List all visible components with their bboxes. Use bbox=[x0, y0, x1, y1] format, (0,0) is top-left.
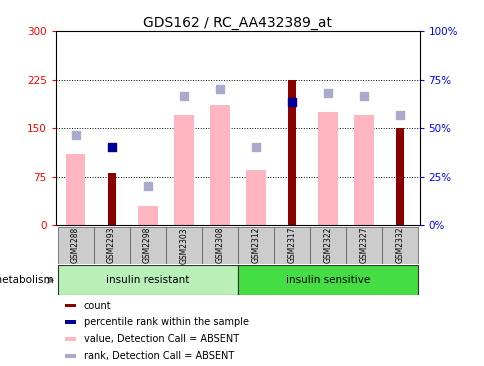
Bar bbox=[345, 227, 381, 264]
Bar bbox=[65, 154, 85, 225]
Text: GSM2322: GSM2322 bbox=[322, 227, 332, 264]
Point bbox=[72, 132, 79, 138]
Bar bbox=[93, 227, 129, 264]
Point bbox=[323, 90, 331, 96]
Bar bbox=[209, 105, 229, 225]
Point bbox=[287, 99, 295, 105]
Point bbox=[251, 145, 259, 150]
Text: GSM2298: GSM2298 bbox=[143, 227, 152, 264]
Point bbox=[143, 183, 151, 189]
Text: GSM2332: GSM2332 bbox=[394, 227, 403, 264]
Bar bbox=[65, 354, 76, 358]
Bar bbox=[107, 173, 115, 225]
Text: count: count bbox=[84, 300, 111, 311]
Bar bbox=[65, 337, 76, 341]
Bar bbox=[245, 170, 265, 225]
Point bbox=[107, 145, 115, 150]
Title: GDS162 / RC_AA432389_at: GDS162 / RC_AA432389_at bbox=[143, 16, 332, 30]
Bar bbox=[381, 227, 417, 264]
Text: GSM2288: GSM2288 bbox=[71, 227, 80, 264]
Bar bbox=[58, 227, 93, 264]
Text: rank, Detection Call = ABSENT: rank, Detection Call = ABSENT bbox=[84, 351, 233, 361]
Bar bbox=[273, 227, 309, 264]
Text: percentile rank within the sample: percentile rank within the sample bbox=[84, 317, 248, 327]
Bar bbox=[201, 227, 237, 264]
Text: insulin sensitive: insulin sensitive bbox=[285, 275, 369, 285]
Text: GSM2312: GSM2312 bbox=[251, 227, 259, 264]
Bar bbox=[65, 321, 76, 324]
Point bbox=[180, 93, 187, 99]
Text: value, Detection Call = ABSENT: value, Detection Call = ABSENT bbox=[84, 334, 239, 344]
Point bbox=[395, 112, 403, 118]
Bar bbox=[129, 227, 165, 264]
Bar bbox=[237, 265, 417, 295]
Bar bbox=[309, 227, 345, 264]
Text: GSM2327: GSM2327 bbox=[359, 227, 367, 264]
Bar bbox=[287, 80, 295, 225]
Bar bbox=[237, 227, 273, 264]
Bar bbox=[137, 206, 157, 225]
Bar bbox=[58, 265, 237, 295]
Bar bbox=[65, 304, 76, 307]
Text: GSM2308: GSM2308 bbox=[215, 227, 224, 264]
Text: metabolism: metabolism bbox=[0, 275, 53, 285]
Text: GSM2303: GSM2303 bbox=[179, 227, 188, 264]
Text: insulin resistant: insulin resistant bbox=[106, 275, 189, 285]
Point bbox=[359, 93, 367, 99]
Bar bbox=[165, 227, 201, 264]
Bar bbox=[173, 115, 193, 225]
Bar bbox=[353, 115, 373, 225]
Bar bbox=[395, 128, 403, 225]
Bar bbox=[317, 112, 337, 225]
Text: GSM2293: GSM2293 bbox=[107, 227, 116, 264]
Point bbox=[215, 86, 223, 92]
Text: GSM2317: GSM2317 bbox=[287, 227, 296, 264]
